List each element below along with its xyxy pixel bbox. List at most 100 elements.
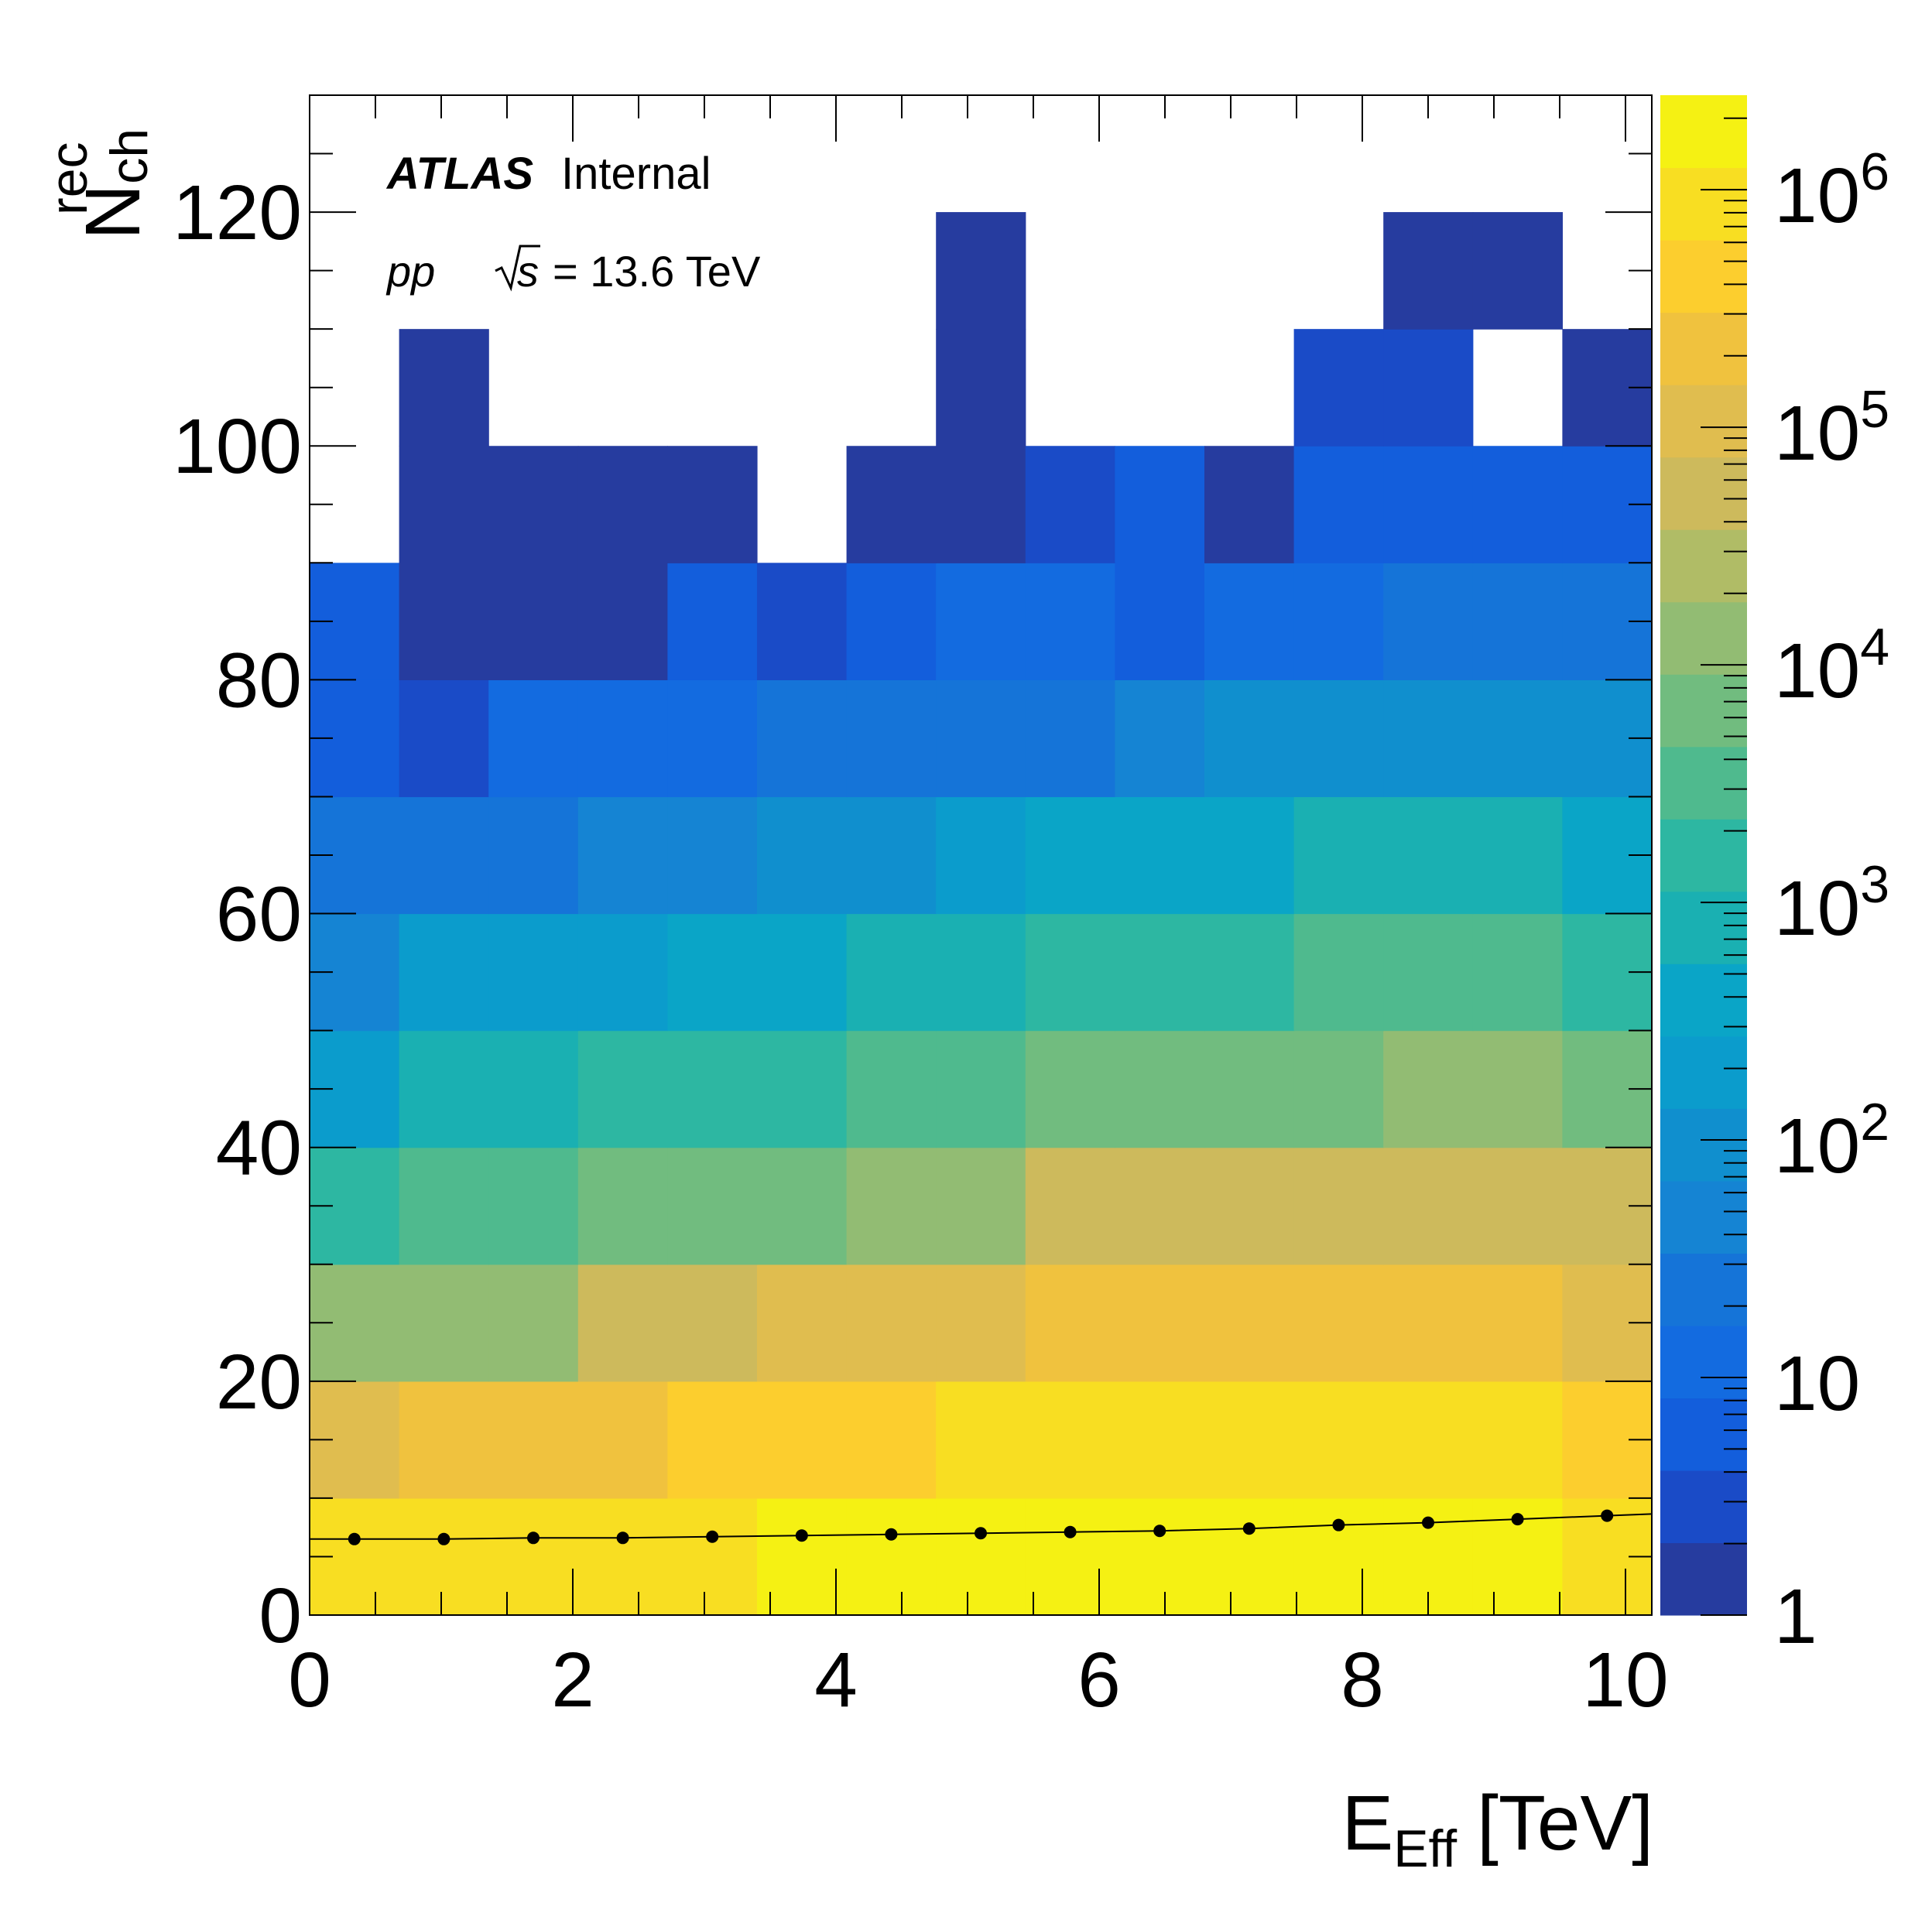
profile-point <box>527 1531 540 1545</box>
heatmap-cell <box>936 1264 1026 1382</box>
x-tick-label: 10 <box>1582 1637 1668 1723</box>
heatmap-cell <box>1204 1264 1295 1382</box>
heatmap-cell <box>667 913 758 1032</box>
x-tick-label: 4 <box>814 1637 858 1723</box>
heatmap-cell <box>936 1381 1026 1499</box>
profile-point <box>437 1532 450 1545</box>
heatmap-cell <box>936 563 1026 680</box>
heatmap-cell <box>1293 1264 1384 1382</box>
heatmap-cell <box>1115 446 1205 563</box>
heatmap-cell <box>1472 212 1563 330</box>
heatmap-cell <box>667 446 758 563</box>
heatmap-cell <box>488 1030 579 1148</box>
heatmap-cell <box>667 1264 758 1382</box>
heatmap-cell <box>1025 1147 1115 1265</box>
heatmap-cell <box>936 913 1026 1032</box>
heatmap-cell <box>936 796 1026 915</box>
heatmap-cell <box>1383 212 1474 330</box>
profile-point <box>706 1530 719 1543</box>
heatmap-cell <box>1025 1264 1115 1382</box>
heatmap-cell <box>1293 796 1384 915</box>
profile-point <box>1601 1509 1614 1522</box>
heatmap-cell <box>846 446 937 563</box>
heatmap-cell <box>399 1147 489 1265</box>
heatmap-cell <box>399 1497 489 1616</box>
colorbar-segment <box>1660 1035 1747 1109</box>
heatmap-cell <box>577 1147 668 1265</box>
heatmap-cell <box>757 1381 848 1499</box>
heatmap-cell <box>1472 1264 1563 1382</box>
heatmap-cell <box>399 796 489 915</box>
profile-point <box>1422 1516 1434 1529</box>
heatmap-cell <box>1293 1030 1384 1148</box>
heatmap-cell <box>1115 1264 1205 1382</box>
colorbar-tick-label: 10 <box>1774 1340 1860 1427</box>
heatmap-cell <box>1383 796 1474 915</box>
heatmap-cell <box>757 1030 848 1148</box>
heatmap-cell <box>488 1264 579 1382</box>
profile-point <box>616 1531 629 1545</box>
heatmap-cell <box>1115 913 1205 1032</box>
colorbar-tick-label: 102 <box>1774 1093 1889 1189</box>
heatmap-cell <box>577 913 668 1032</box>
colorbar-segment <box>1660 891 1747 964</box>
heatmap-cell <box>1204 1381 1295 1499</box>
heatmap-cell <box>1293 1381 1384 1499</box>
heatmap-cell <box>1025 446 1115 563</box>
heatmap-cell <box>488 1381 579 1499</box>
heatmap-cell <box>1293 563 1384 680</box>
colorbar-segment <box>1660 312 1747 385</box>
heatmap-cell <box>577 446 668 563</box>
heatmap-cell <box>577 1381 668 1499</box>
heatmap-cell <box>1383 1030 1474 1148</box>
heatmap-cell <box>1204 796 1295 915</box>
heatmap-cell <box>936 446 1026 563</box>
heatmap-cell <box>399 329 489 447</box>
x-tick-label: 6 <box>1077 1637 1121 1723</box>
y-tick-label: 20 <box>216 1339 302 1425</box>
heatmap-cell <box>1115 1497 1205 1616</box>
heatmap-cell <box>757 913 848 1032</box>
heatmap-cell <box>1204 913 1295 1032</box>
heatmap-cell <box>1383 563 1474 680</box>
heatmap-cell <box>577 1030 668 1148</box>
atlas-label: ATLAS Internal <box>385 149 711 199</box>
heatmap-cell <box>846 1381 937 1499</box>
heatmap-cell <box>1025 679 1115 798</box>
colorbar-segment <box>1660 1542 1747 1616</box>
profile-series <box>310 1509 1653 1545</box>
heatmap-cell <box>1472 563 1563 680</box>
heatmap-cell <box>846 1147 937 1265</box>
heatmap-cell <box>488 679 579 798</box>
heatmap-cell <box>936 1030 1026 1148</box>
profile-point <box>1153 1525 1166 1538</box>
heatmap-cell <box>667 1030 758 1148</box>
profile-point <box>795 1529 808 1542</box>
x-tick-label: 8 <box>1341 1637 1384 1723</box>
heatmap-cell <box>399 679 489 798</box>
heatmap-cell <box>1204 1147 1295 1265</box>
colorbar-segment <box>1660 819 1747 892</box>
heatmap-cell <box>1204 679 1295 798</box>
heatmap-cell <box>1115 1381 1205 1499</box>
heatmap-cell <box>1383 913 1474 1032</box>
heatmap-cell <box>1293 446 1384 563</box>
profile-point <box>1242 1522 1255 1535</box>
heatmap-cell <box>757 679 848 798</box>
heatmap-cell <box>1293 329 1384 447</box>
colorbar-segment <box>1660 167 1747 241</box>
profile-point <box>1064 1525 1077 1538</box>
heatmap-cell <box>1472 796 1563 915</box>
heatmap-cell <box>1025 563 1115 680</box>
process-label: pp <box>385 247 435 296</box>
heatmap-cell <box>488 796 579 915</box>
colorbar-segment <box>1660 1325 1747 1399</box>
heatmap-cell <box>1472 1147 1563 1265</box>
colorbar-segment <box>1660 674 1747 748</box>
heatmap-cell <box>488 446 579 563</box>
y-axis-title: Nchrec <box>39 128 159 240</box>
heatmap-cell <box>1383 1264 1474 1382</box>
heatmap-cell <box>1025 913 1115 1032</box>
y-tick-label: 80 <box>216 637 302 724</box>
